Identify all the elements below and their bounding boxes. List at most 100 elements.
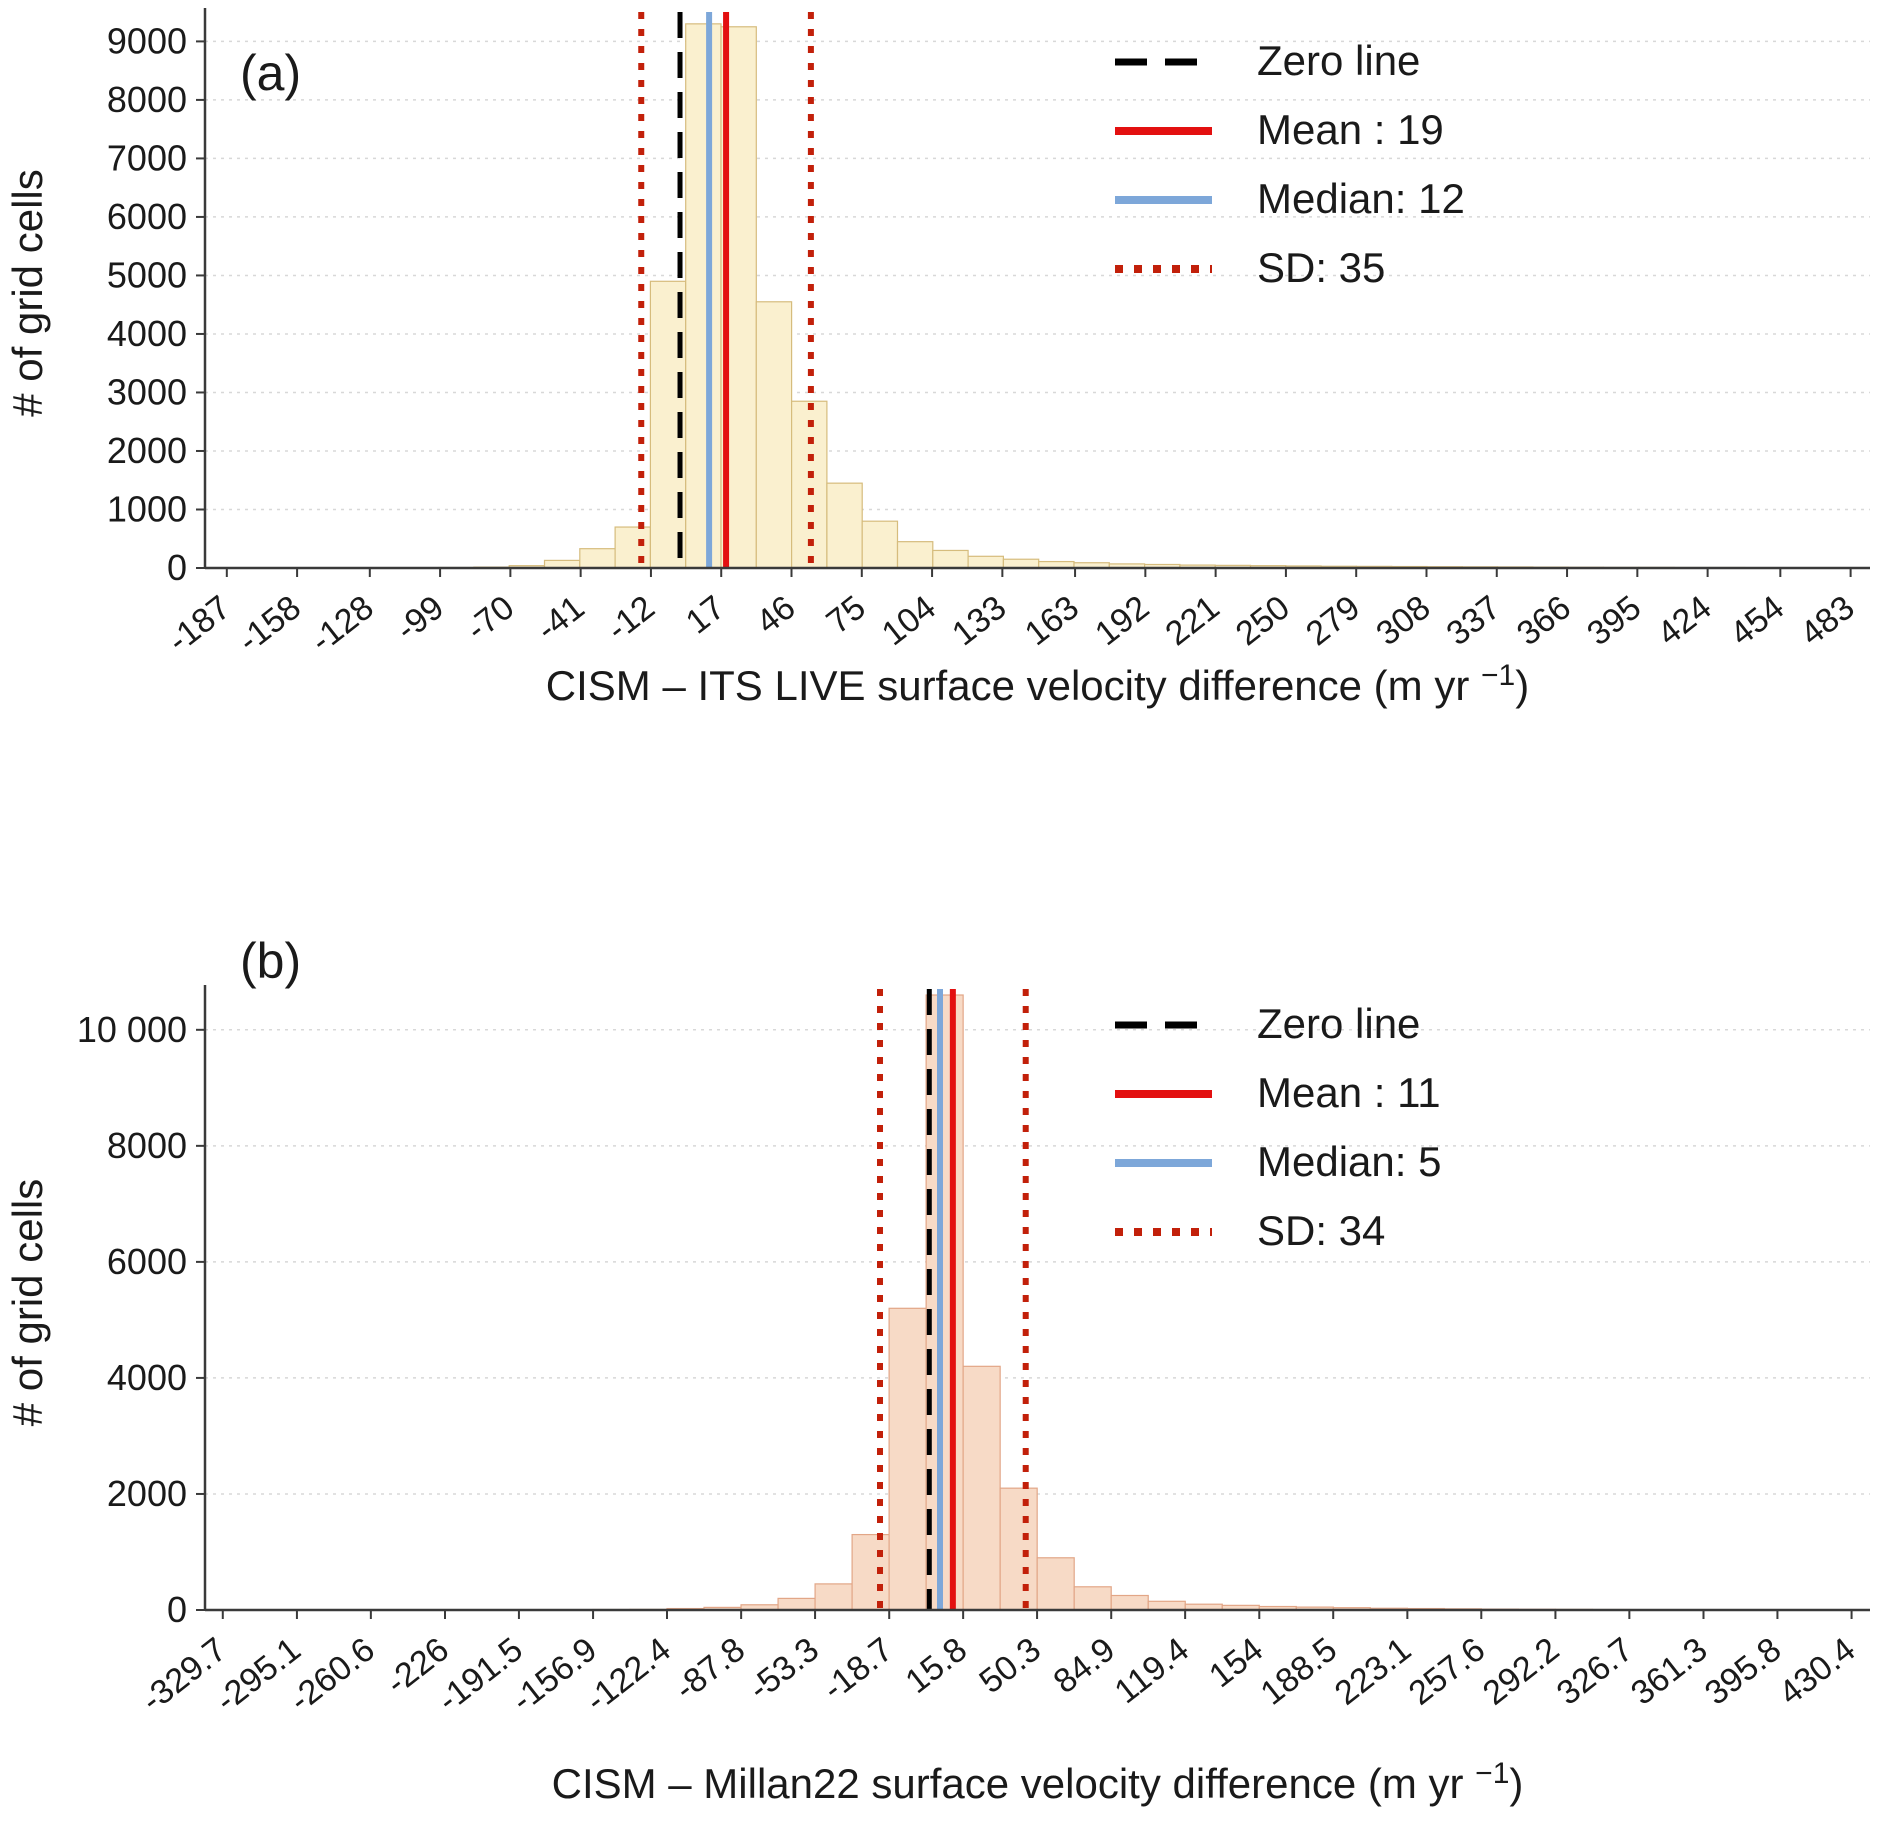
- x-tick-label: 454: [1723, 588, 1791, 653]
- histogram-bar: [755, 301, 793, 569]
- x-tick-label: -329.7: [134, 1630, 233, 1719]
- x-tick-label: 424: [1650, 588, 1718, 653]
- x-tick-label: -53.3: [742, 1630, 826, 1708]
- histogram-bar: [896, 541, 934, 569]
- histogram-bar: [1073, 1586, 1112, 1611]
- histogram-bar: [1110, 1594, 1149, 1611]
- x-tick-label: 366: [1510, 588, 1578, 653]
- x-tick-label: -41: [529, 588, 591, 648]
- legend-label: Median: 5: [1257, 1138, 1441, 1185]
- x-tick-label: 308: [1369, 588, 1437, 653]
- x-tick-label: -158: [231, 588, 308, 660]
- histogram-bar: [814, 1583, 853, 1611]
- panel-label: (a): [240, 45, 301, 101]
- histogram-bar: [1002, 558, 1040, 569]
- y-axis-label: # of grid cells: [4, 1179, 51, 1426]
- x-tick-label: 192: [1088, 588, 1156, 653]
- histogram-bar: [777, 1597, 816, 1611]
- panel-label: (b): [240, 933, 301, 989]
- x-tick-label: -191.5: [430, 1630, 529, 1719]
- histogram-a-svg: 0 1000 2000 3000 4000 5000 6000 7000 8000 9000 -18…: [4, 8, 1870, 709]
- legend-label: Mean : 11: [1257, 1069, 1441, 1116]
- histogram-bar: [999, 1487, 1038, 1611]
- x-tick-label: 84.9: [1047, 1630, 1123, 1701]
- histogram-bar: [932, 549, 969, 569]
- x-tick-label: 133: [945, 588, 1013, 653]
- x-tick-label: 119.4: [1108, 1630, 1196, 1711]
- y-tick-label: 5000: [107, 254, 187, 295]
- x-tick-label: 292.2: [1476, 1630, 1566, 1712]
- x-tick-label: -99: [389, 588, 451, 648]
- y-tick-label: 6000: [107, 1241, 187, 1282]
- histogram-bar: [826, 482, 863, 569]
- histogram-bar: [967, 555, 1005, 569]
- x-tick-label: 221: [1158, 588, 1226, 653]
- x-tick-label: 223.1: [1328, 1630, 1418, 1712]
- y-tick-label: 7000: [107, 137, 187, 178]
- y-tick-label: 8000: [107, 1125, 187, 1166]
- x-tick-label: 279: [1299, 588, 1367, 653]
- panel-a: 0 1000 2000 3000 4000 5000 6000 7000 8000 9000 -18…: [4, 8, 1870, 709]
- histogram-bar: [851, 1533, 890, 1611]
- x-tick-label: 326.7: [1550, 1630, 1640, 1712]
- x-tick-label: 337: [1440, 588, 1508, 653]
- x-axis-label: CISM – ITS LIVE surface velocity differe…: [546, 659, 1529, 709]
- histogram-b-svg: 0 2000 4000 6000 8000 10 000 -329.7-295.1-260.…: [4, 933, 1870, 1807]
- legend-label: SD: 34: [1257, 1207, 1385, 1254]
- histogram-bar: [962, 1365, 1001, 1611]
- histogram-bar: [614, 526, 652, 569]
- y-tick-label: 3000: [107, 371, 187, 412]
- y-tick-label: 2000: [107, 1473, 187, 1514]
- x-tick-label: 483: [1793, 588, 1861, 653]
- x-tick-label: 250: [1229, 588, 1297, 653]
- x-tick-label: 50.3: [972, 1630, 1048, 1701]
- x-tick-label: -260.6: [282, 1630, 381, 1719]
- legend-label: Zero line: [1257, 1000, 1420, 1047]
- x-tick-label: 361.3: [1624, 1630, 1714, 1712]
- histogram-bar: [888, 1307, 927, 1611]
- x-tick-label: 46: [749, 588, 802, 641]
- histogram-bar: [925, 994, 964, 1611]
- x-tick-label: 257.6: [1402, 1630, 1492, 1712]
- x-tick-label: 75: [820, 588, 873, 641]
- histogram-bar: [1036, 1557, 1075, 1611]
- histogram-bar: [861, 520, 899, 569]
- x-tick-label: 395: [1580, 588, 1648, 653]
- x-tick-label: -122.4: [579, 1630, 678, 1719]
- y-tick-label: 9000: [107, 20, 187, 61]
- legend-label: Mean : 19: [1257, 106, 1444, 153]
- x-tick-label: 395.8: [1698, 1630, 1788, 1712]
- x-tick-label: 17: [679, 588, 732, 641]
- histogram-bar: [1147, 1600, 1186, 1611]
- x-tick-label: -295.1: [208, 1630, 307, 1719]
- y-tick-label: 6000: [107, 196, 187, 237]
- y-tick-label: 10 000: [77, 1009, 187, 1050]
- y-tick-label: 1000: [107, 488, 187, 529]
- legend-label: Zero line: [1257, 37, 1420, 84]
- x-axis-label: CISM – Millan22 surface velocity differe…: [552, 1757, 1524, 1807]
- x-tick-label: -128: [304, 588, 381, 660]
- y-axis-label: # of grid cells: [4, 169, 51, 416]
- histogram-bar: [685, 23, 722, 569]
- legend-label: SD: 35: [1257, 244, 1385, 291]
- y-tick-label: 2000: [107, 430, 187, 471]
- x-tick-label: 430.4: [1772, 1630, 1862, 1712]
- x-tick-label: 15.8: [899, 1630, 975, 1701]
- y-tick-label: 8000: [107, 79, 187, 120]
- y-tick-label: 4000: [107, 1357, 187, 1398]
- x-tick-label: 188.5: [1254, 1630, 1344, 1712]
- x-tick-label: -12: [600, 588, 662, 648]
- panel-b: 0 2000 4000 6000 8000 10 000 -329.7 -295.1 -260.…: [0, 918, 1892, 1836]
- y-tick-label: 4000: [107, 313, 187, 354]
- legend-label: Median: 12: [1257, 175, 1465, 222]
- x-tick-label: -87.8: [668, 1630, 752, 1708]
- y-tick-label: 0: [167, 547, 187, 588]
- x-tick-label: -187: [161, 588, 238, 660]
- x-tick-label: -70: [459, 588, 521, 648]
- y-tick-label: 0: [167, 1589, 187, 1630]
- x-tick-label: 104: [875, 588, 943, 653]
- histogram-bar: [579, 548, 616, 569]
- x-tick-label: -156.9: [505, 1630, 604, 1719]
- x-tick-label: -18.7: [816, 1630, 900, 1708]
